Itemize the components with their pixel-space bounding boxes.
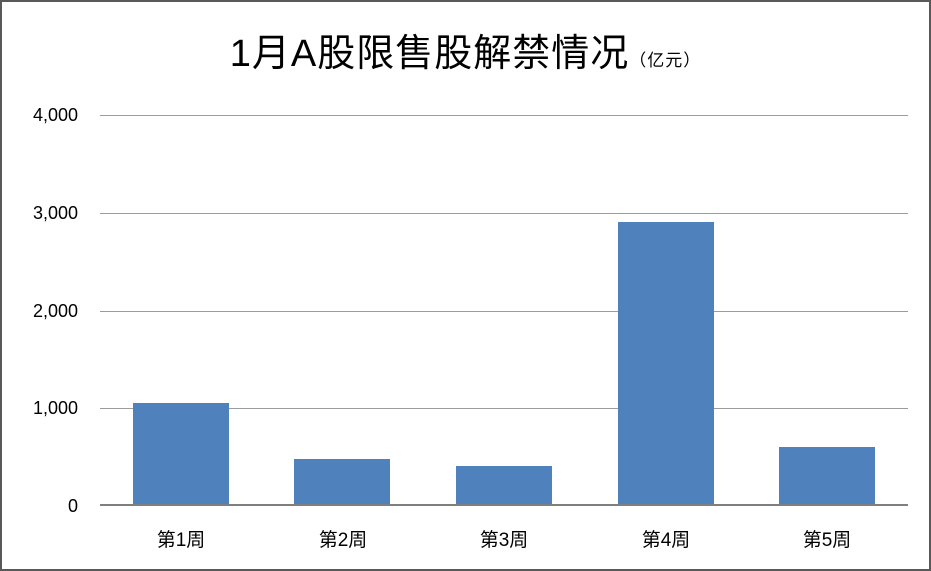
plot-area bbox=[100, 115, 908, 506]
chart-title: 1月A股限售股解禁情况（亿元） bbox=[2, 22, 929, 77]
y-tick-label-4000: 4,000 bbox=[32, 105, 78, 125]
gridline-y-2000 bbox=[100, 311, 908, 312]
x-tick-label-第2周: 第2周 bbox=[318, 530, 368, 551]
bar-第4周 bbox=[618, 222, 714, 505]
gridline-y-3000 bbox=[100, 213, 908, 214]
gridline-y-4000 bbox=[100, 115, 908, 116]
y-tick-label-0: 0 bbox=[67, 496, 78, 516]
x-axis-line bbox=[100, 504, 908, 506]
x-tick-label-第4周: 第4周 bbox=[641, 530, 691, 551]
y-tick-label-1000: 1,000 bbox=[32, 398, 78, 418]
x-tick-label-第5周: 第5周 bbox=[802, 530, 852, 551]
bar-第1周 bbox=[133, 403, 229, 505]
gridline-y-1000 bbox=[100, 408, 908, 409]
x-tick-label-第1周: 第1周 bbox=[156, 530, 206, 551]
x-tick-label-第3周: 第3周 bbox=[479, 530, 529, 551]
y-tick-label-2000: 2,000 bbox=[32, 301, 78, 321]
bar-第2周 bbox=[294, 459, 390, 505]
bar-第5周 bbox=[779, 447, 875, 505]
bar-第3周 bbox=[456, 466, 552, 505]
y-tick-label-3000: 3,000 bbox=[32, 203, 78, 223]
chart-title-text: 1月A股限售股解禁情况 bbox=[229, 33, 630, 75]
chart-title-unit: （亿元） bbox=[629, 51, 702, 70]
